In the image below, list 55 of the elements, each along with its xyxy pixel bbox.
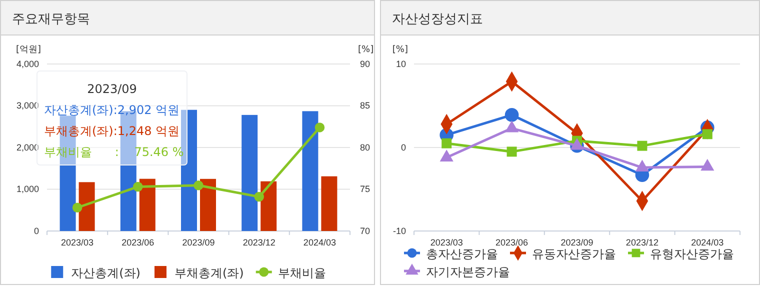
- legend-label: 유형자산증가율: [650, 247, 734, 261]
- bar: [302, 111, 318, 231]
- chart-title: 주요재무항목: [12, 12, 90, 27]
- point: [504, 108, 519, 122]
- y2-axis-title: [%]: [358, 45, 374, 55]
- annotation: 부채총계(좌):1,248 억원: [44, 124, 180, 138]
- y-tick-label: -10: [392, 226, 406, 236]
- x-tick-label: 2024/03: [691, 237, 724, 248]
- y-tick-label: 4,000: [16, 58, 39, 69]
- point: [506, 146, 517, 157]
- bar: [242, 114, 258, 231]
- y-tick-label: 0: [400, 142, 406, 152]
- bar: [321, 176, 338, 231]
- y-axis-title: [%]: [392, 45, 408, 55]
- point: [314, 122, 325, 132]
- y-tick-label: 2,000: [16, 142, 39, 152]
- x-tick-label: 2023/03: [430, 237, 463, 248]
- x-tick-label: 2023/06: [122, 237, 154, 248]
- y2-tick-label: 70: [360, 226, 370, 236]
- legend-label: 자기자본증가율: [426, 265, 510, 279]
- y2-tick-label: 80: [360, 142, 370, 152]
- bar: [78, 182, 95, 231]
- point: [72, 202, 82, 212]
- y-tick-label: 1,000: [16, 184, 39, 194]
- x-tick-label: 2023/09: [560, 237, 594, 248]
- legend-label: 유동자산증가율: [532, 247, 616, 261]
- legend-label: 부채비율: [278, 266, 326, 280]
- y-tick-label: 0: [34, 226, 39, 236]
- annotation: 자산총계(좌):2,902 억원: [44, 103, 180, 117]
- x-tick-label: 2023/09: [182, 237, 215, 248]
- y2-tick-label: 90: [360, 58, 370, 69]
- x-tick-label: 2023/06: [496, 237, 528, 248]
- x-tick-label: 2024/03: [303, 237, 336, 248]
- x-tick-label: 2023/12: [242, 237, 276, 248]
- y2-tick-label: 75: [360, 184, 370, 194]
- legend-label: 총자산증가율: [426, 247, 498, 261]
- point: [194, 180, 204, 190]
- x-tick-label: 2023/12: [626, 237, 658, 248]
- bar: [260, 181, 277, 231]
- point: [254, 192, 264, 202]
- chart-title: 자산성장성지표: [392, 12, 483, 27]
- y-tick-label: 3,000: [16, 100, 39, 111]
- bar: [139, 178, 156, 231]
- point: [442, 138, 452, 148]
- x-tick-label: 2023/03: [61, 237, 94, 248]
- point: [637, 140, 648, 151]
- legend-label: 자산총계(좌): [71, 266, 140, 280]
- annotation: 2023/09: [87, 82, 137, 96]
- y-tick-label: 10: [396, 58, 406, 69]
- y2-tick-label: 85: [360, 100, 370, 111]
- bar: [200, 178, 216, 231]
- y-axis-title: [억원]: [16, 45, 41, 55]
- point: [133, 182, 143, 192]
- annotation: 부채비율 : 75.46 %: [44, 145, 184, 159]
- legend-label: 부채총계(좌): [174, 266, 244, 280]
